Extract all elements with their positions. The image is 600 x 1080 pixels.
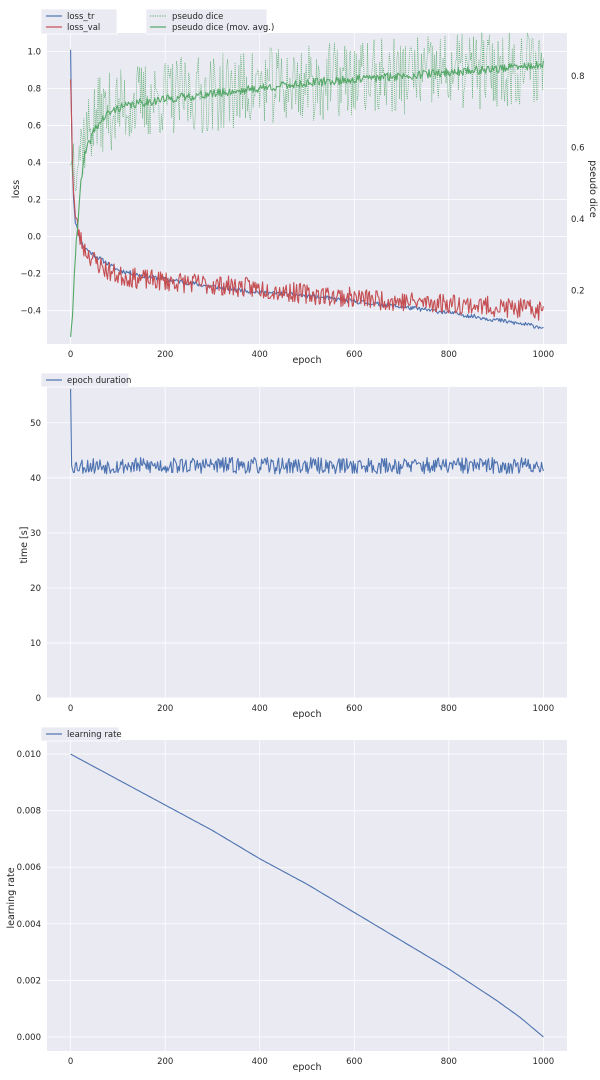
x-gridlines: [70, 387, 544, 698]
epoch-duration-panel: 0 200 400 600 800 1000 0 10 20 30 40 50 …: [19, 372, 567, 720]
series-lines: [70, 388, 544, 475]
x-tick-label: 400: [252, 704, 268, 714]
x-gridlines: [70, 740, 544, 1051]
y-tick-label: −0.4: [20, 307, 41, 317]
legend-box: [40, 726, 120, 742]
y-tick-label: 0.006: [17, 863, 41, 873]
y-tick-label: 0.004: [17, 920, 41, 930]
learning-rate-panel: 0 200 400 600 800 1000 0.000 0.002 0.004…: [6, 726, 567, 1073]
y-tick-label: 50: [30, 419, 41, 429]
y-tick-labels: −0.4 −0.2 0.0 0.2 0.4 0.6 0.8 1.0: [20, 48, 41, 317]
series-line-learning-rate: [70, 753, 544, 1038]
x-tick-label: 200: [157, 350, 173, 360]
x-tick-label: 1000: [533, 1057, 555, 1067]
series-line-loss-tr: [70, 49, 544, 330]
x-tick-labels: 0 200 400 600 800 1000: [68, 704, 554, 714]
y-gridlines: [47, 422, 567, 699]
y2-axis-label: pseudo dice: [587, 160, 598, 218]
y-tick-label: 0.2: [27, 196, 41, 206]
x-axis-label: epoch: [293, 1062, 322, 1073]
y-tick-label: 0.000: [17, 1033, 41, 1043]
y2-tick-label: 0.2: [571, 286, 585, 296]
y-tick-label: 0: [36, 694, 41, 704]
x-tick-label: 600: [346, 1057, 362, 1067]
x-tick-label: 0: [68, 350, 73, 360]
y-tick-label: 0.008: [17, 807, 41, 817]
legend-dice: pseudo dice pseudo dice (mov. avg.): [145, 8, 274, 35]
x-tick-label: 1000: [533, 704, 555, 714]
y2-tick-labels: 0.2 0.4 0.6 0.8: [571, 72, 585, 296]
series-line-pseudo-dice-mov-avg: [70, 60, 544, 337]
y-tick-label: 1.0: [27, 48, 41, 58]
y-axis-label: learning rate: [6, 867, 17, 928]
y-tick-labels: 0.000 0.002 0.004 0.006 0.008 0.010: [17, 750, 41, 1043]
y-tick-label: 0.002: [17, 976, 41, 986]
legend-epoch-duration: epoch duration: [40, 372, 131, 388]
x-tick-label: 800: [441, 350, 457, 360]
legend-label: loss_val: [67, 23, 100, 33]
y-tick-label: 0.6: [27, 122, 41, 132]
y-tick-label: 0.010: [17, 750, 41, 760]
y2-tick-label: 0.6: [571, 143, 585, 153]
x-tick-labels: 0 200 400 600 800 1000: [68, 1057, 554, 1067]
x-tick-label: 200: [157, 1057, 173, 1067]
series-line-epoch-duration: [70, 388, 544, 475]
legend-learning-rate: learning rate: [40, 726, 122, 742]
y-tick-labels: 0 10 20 30 40 50: [30, 419, 41, 704]
x-tick-label: 400: [252, 1057, 268, 1067]
x-axis-label: epoch: [293, 709, 322, 720]
x-tick-label: 800: [441, 704, 457, 714]
x-tick-label: 0: [68, 704, 73, 714]
series-lines: [70, 753, 544, 1038]
plot-area: [47, 387, 567, 698]
y-axis-label: time [s]: [19, 527, 30, 564]
x-tick-labels: 0 200 400 600 800 1000: [68, 350, 554, 360]
x-tick-label: 1000: [533, 350, 555, 360]
x-tick-label: 200: [157, 704, 173, 714]
legend-box: [40, 8, 118, 35]
legend-label: pseudo dice (mov. avg.): [172, 23, 274, 33]
y-tick-label: 0.4: [27, 159, 41, 169]
series-line-loss-val: [70, 79, 544, 321]
series-lines: [70, 32, 544, 337]
loss-and-dice-panel: 0 200 400 600 800 1000 −0.4 −0.2 0.0 0.2…: [11, 8, 598, 366]
y-tick-label: 40: [30, 474, 41, 484]
y-tick-label: −0.2: [20, 270, 41, 280]
legend-box: [40, 372, 130, 388]
y-tick-label: 0.8: [27, 85, 41, 95]
x-axis-label: epoch: [293, 355, 322, 366]
y-tick-label: 0.0: [27, 233, 41, 243]
x-tick-label: 600: [346, 704, 362, 714]
y-gridlines: [47, 753, 567, 1038]
legend-label: pseudo dice: [172, 12, 223, 22]
y-tick-label: 20: [30, 584, 41, 594]
legend-label: epoch duration: [67, 376, 131, 386]
x-tick-label: 0: [68, 1057, 73, 1067]
legend-box: [145, 8, 268, 35]
y-tick-label: 10: [30, 639, 41, 649]
y-tick-label: 30: [30, 529, 41, 539]
x-tick-label: 400: [252, 350, 268, 360]
legend-label: learning rate: [67, 730, 122, 740]
plot-area: [47, 740, 567, 1051]
x-tick-label: 800: [441, 1057, 457, 1067]
x-tick-label: 600: [346, 350, 362, 360]
legend-loss: loss_tr loss_val: [40, 8, 118, 35]
y2-tick-label: 0.8: [571, 72, 585, 82]
y-axis-label: loss: [11, 180, 22, 198]
legend-label: loss_tr: [67, 12, 95, 22]
y2-tick-label: 0.4: [571, 215, 585, 225]
